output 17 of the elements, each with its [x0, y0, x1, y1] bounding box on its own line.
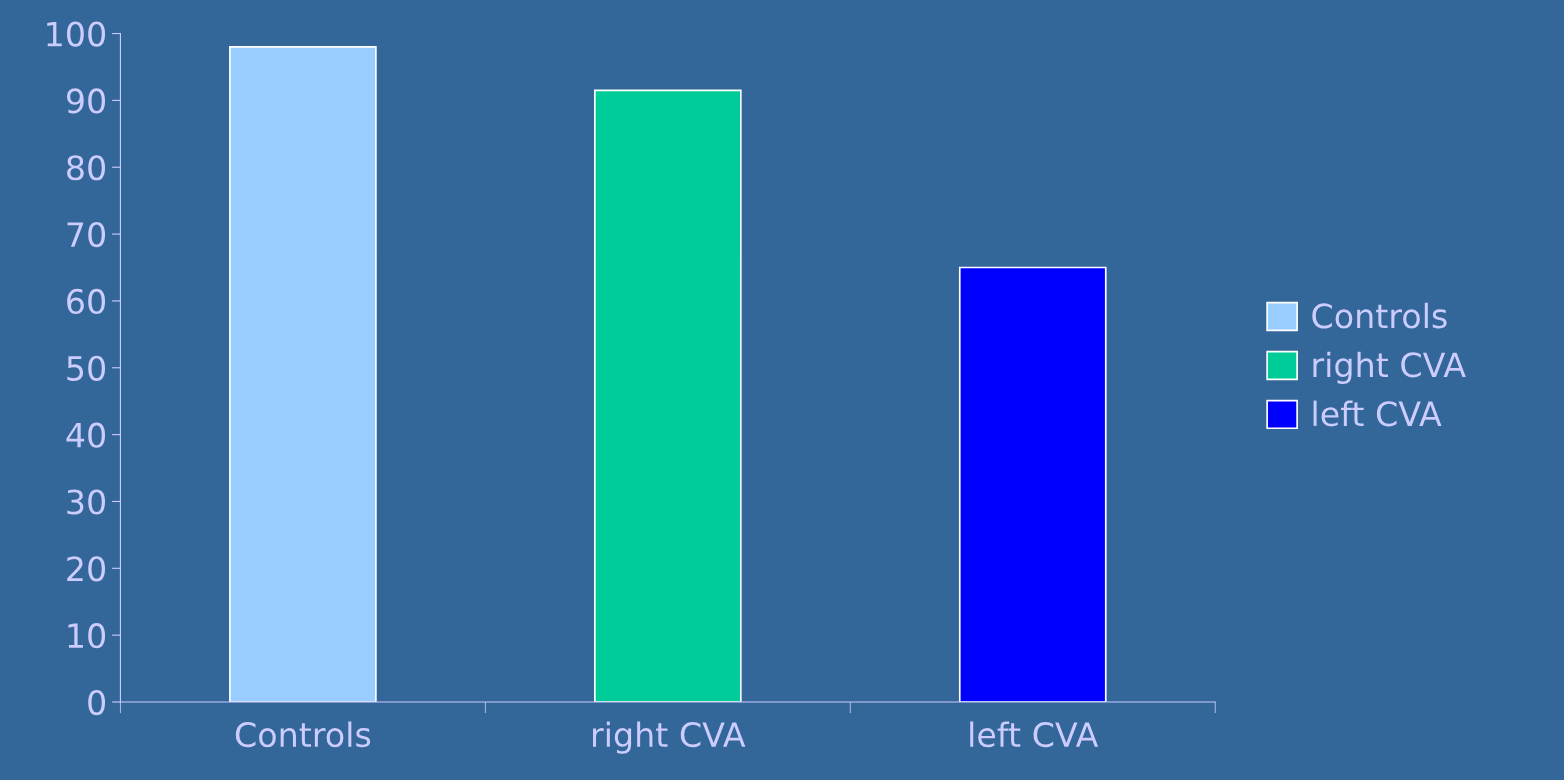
- y-tick-label: 50: [67, 355, 106, 381]
- y-tick-label: 90: [66, 88, 106, 114]
- y-tick-label: 0: [88, 689, 106, 716]
- y-tick-label: 10: [68, 623, 106, 649]
- y-tick-label: 30: [67, 489, 106, 515]
- x-tick-label: left CVA: [970, 721, 1099, 748]
- y-tick-label: 80: [67, 155, 106, 181]
- y-tick-label: 100: [47, 21, 106, 47]
- legend-label: right CVA: [1313, 351, 1466, 384]
- y-tick-label: 40: [66, 422, 106, 448]
- legend-label: Controls: [1312, 302, 1447, 329]
- y-tick-label: 20: [67, 556, 106, 582]
- y-tick-label: 60: [67, 288, 106, 315]
- y-tick-label: 70: [67, 222, 106, 248]
- x-tick-label: right CVA: [593, 721, 746, 754]
- legend-label: left CVA: [1313, 400, 1442, 427]
- x-tick-label: Controls: [235, 721, 371, 748]
